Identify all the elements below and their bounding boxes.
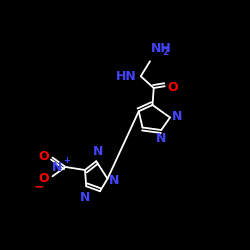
Text: N: N [156,132,166,145]
Text: N: N [172,110,182,124]
Text: N: N [80,191,90,204]
Text: O: O [38,172,49,184]
Text: O: O [38,150,49,163]
Text: HN: HN [116,70,137,84]
Text: N: N [109,174,119,186]
Text: −: − [34,180,44,194]
Text: N: N [52,161,62,174]
Text: NH: NH [151,42,172,56]
Text: 2: 2 [162,48,169,57]
Text: +: + [63,156,70,165]
Text: O: O [167,81,177,94]
Text: N: N [93,145,103,158]
